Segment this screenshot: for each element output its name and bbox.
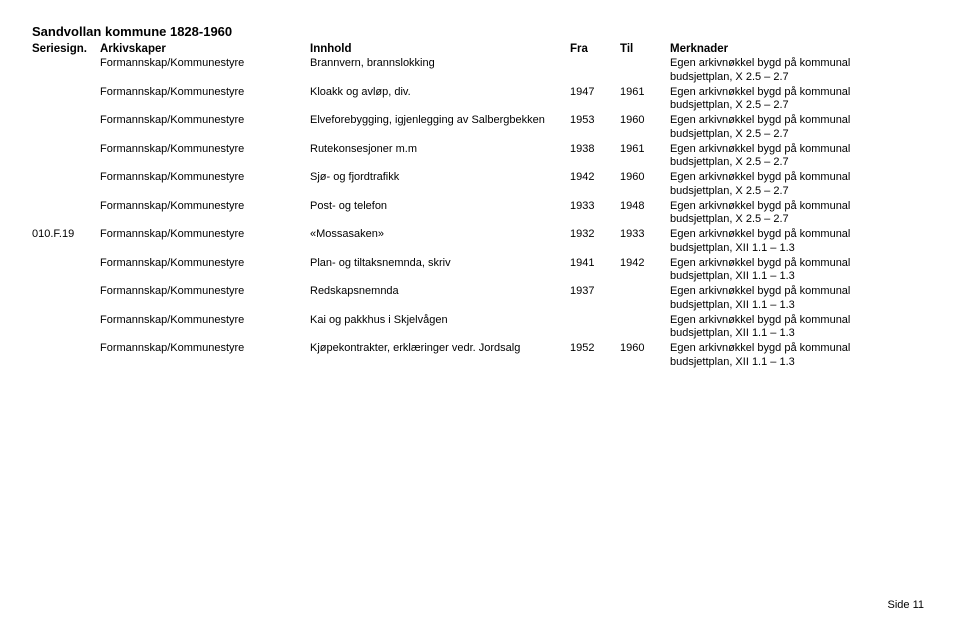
cell-fra: 1937 xyxy=(570,285,620,313)
cell-arkivskaper: Formannskap/Kommunestyre xyxy=(100,200,310,228)
cell-seriesign xyxy=(32,114,100,142)
cell-fra: 1932 xyxy=(570,228,620,256)
cell-arkivskaper: Formannskap/Kommunestyre xyxy=(100,171,310,199)
cell-innhold: Kjøpekontrakter, erklæringer vedr. Jords… xyxy=(310,342,570,370)
cell-innhold: «Mossasaken» xyxy=(310,228,570,256)
col-fra: Fra xyxy=(570,43,620,55)
col-seriesign: Seriesign. xyxy=(32,43,100,55)
cell-arkivskaper: Formannskap/Kommunestyre xyxy=(100,114,310,142)
page-footer: Side 11 xyxy=(888,599,925,611)
cell-fra: 1947 xyxy=(570,86,620,114)
cell-seriesign xyxy=(32,57,100,85)
cell-merknader: Egen arkivnøkkel bygd på kommunal budsje… xyxy=(670,57,900,85)
table-row: Formannskap/KommunestyreSjø- og fjordtra… xyxy=(32,171,928,199)
cell-til xyxy=(620,285,670,313)
cell-fra: 1942 xyxy=(570,171,620,199)
table-row: Formannskap/KommunestyreBrannvern, brann… xyxy=(32,57,928,85)
cell-merknader: Egen arkivnøkkel bygd på kommunal budsje… xyxy=(670,285,900,313)
cell-til: 1960 xyxy=(620,171,670,199)
cell-fra: 1941 xyxy=(570,257,620,285)
cell-til: 1942 xyxy=(620,257,670,285)
cell-merknader: Egen arkivnøkkel bygd på kommunal budsje… xyxy=(670,342,900,370)
cell-til: 1933 xyxy=(620,228,670,256)
cell-til: 1960 xyxy=(620,342,670,370)
table-row: Formannskap/KommunestyrePlan- og tiltaks… xyxy=(32,257,928,285)
cell-fra: 1933 xyxy=(570,200,620,228)
table-row: Formannskap/KommunestyreKloakk og avløp,… xyxy=(32,86,928,114)
cell-fra: 1952 xyxy=(570,342,620,370)
table-row: Formannskap/KommunestyrePost- og telefon… xyxy=(32,200,928,228)
cell-til: 1961 xyxy=(620,143,670,171)
cell-innhold: Post- og telefon xyxy=(310,200,570,228)
cell-seriesign xyxy=(32,200,100,228)
cell-innhold: Kloakk og avløp, div. xyxy=(310,86,570,114)
table-row: Formannskap/KommunestyreRedskapsnemnda19… xyxy=(32,285,928,313)
cell-til: 1948 xyxy=(620,200,670,228)
cell-arkivskaper: Formannskap/Kommunestyre xyxy=(100,342,310,370)
cell-merknader: Egen arkivnøkkel bygd på kommunal budsje… xyxy=(670,257,900,285)
cell-arkivskaper: Formannskap/Kommunestyre xyxy=(100,314,310,342)
page-title: Sandvollan kommune 1828-1960 xyxy=(32,24,928,39)
cell-fra: 1953 xyxy=(570,114,620,142)
cell-seriesign xyxy=(32,143,100,171)
cell-seriesign xyxy=(32,342,100,370)
cell-merknader: Egen arkivnøkkel bygd på kommunal budsje… xyxy=(670,86,900,114)
cell-arkivskaper: Formannskap/Kommunestyre xyxy=(100,86,310,114)
cell-arkivskaper: Formannskap/Kommunestyre xyxy=(100,57,310,85)
table-row: Formannskap/KommunestyreElveforebygging,… xyxy=(32,114,928,142)
cell-seriesign xyxy=(32,285,100,313)
cell-seriesign xyxy=(32,257,100,285)
cell-seriesign xyxy=(32,86,100,114)
cell-merknader: Egen arkivnøkkel bygd på kommunal budsje… xyxy=(670,171,900,199)
col-merknader: Merknader xyxy=(670,43,900,55)
cell-merknader: Egen arkivnøkkel bygd på kommunal budsje… xyxy=(670,114,900,142)
cell-seriesign: 010.F.19 xyxy=(32,228,100,256)
cell-arkivskaper: Formannskap/Kommunestyre xyxy=(100,285,310,313)
table-body: Formannskap/KommunestyreBrannvern, brann… xyxy=(32,57,928,370)
col-arkivskaper: Arkivskaper xyxy=(100,43,310,55)
cell-merknader: Egen arkivnøkkel bygd på kommunal budsje… xyxy=(670,228,900,256)
cell-innhold: Redskapsnemnda xyxy=(310,285,570,313)
cell-fra xyxy=(570,314,620,342)
cell-fra: 1938 xyxy=(570,143,620,171)
table-header: Seriesign. Arkivskaper Innhold Fra Til M… xyxy=(32,43,928,55)
cell-innhold: Rutekonsesjoner m.m xyxy=(310,143,570,171)
cell-til xyxy=(620,57,670,85)
cell-til: 1961 xyxy=(620,86,670,114)
cell-arkivskaper: Formannskap/Kommunestyre xyxy=(100,257,310,285)
table-row: Formannskap/KommunestyreKjøpekontrakter,… xyxy=(32,342,928,370)
table-row: 010.F.19Formannskap/Kommunestyre«Mossasa… xyxy=(32,228,928,256)
cell-til xyxy=(620,314,670,342)
cell-innhold: Plan- og tiltaksnemnda, skriv xyxy=(310,257,570,285)
cell-innhold: Brannvern, brannslokking xyxy=(310,57,570,85)
cell-innhold: Kai og pakkhus i Skjelvågen xyxy=(310,314,570,342)
cell-arkivskaper: Formannskap/Kommunestyre xyxy=(100,143,310,171)
cell-til: 1960 xyxy=(620,114,670,142)
cell-merknader: Egen arkivnøkkel bygd på kommunal budsje… xyxy=(670,143,900,171)
table-row: Formannskap/KommunestyreRutekonsesjoner … xyxy=(32,143,928,171)
cell-innhold: Sjø- og fjordtrafikk xyxy=(310,171,570,199)
cell-seriesign xyxy=(32,314,100,342)
col-til: Til xyxy=(620,43,670,55)
cell-arkivskaper: Formannskap/Kommunestyre xyxy=(100,228,310,256)
cell-merknader: Egen arkivnøkkel bygd på kommunal budsje… xyxy=(670,200,900,228)
table-row: Formannskap/KommunestyreKai og pakkhus i… xyxy=(32,314,928,342)
col-innhold: Innhold xyxy=(310,43,570,55)
cell-merknader: Egen arkivnøkkel bygd på kommunal budsje… xyxy=(670,314,900,342)
cell-fra xyxy=(570,57,620,85)
cell-seriesign xyxy=(32,171,100,199)
cell-innhold: Elveforebygging, igjenlegging av Salberg… xyxy=(310,114,570,142)
